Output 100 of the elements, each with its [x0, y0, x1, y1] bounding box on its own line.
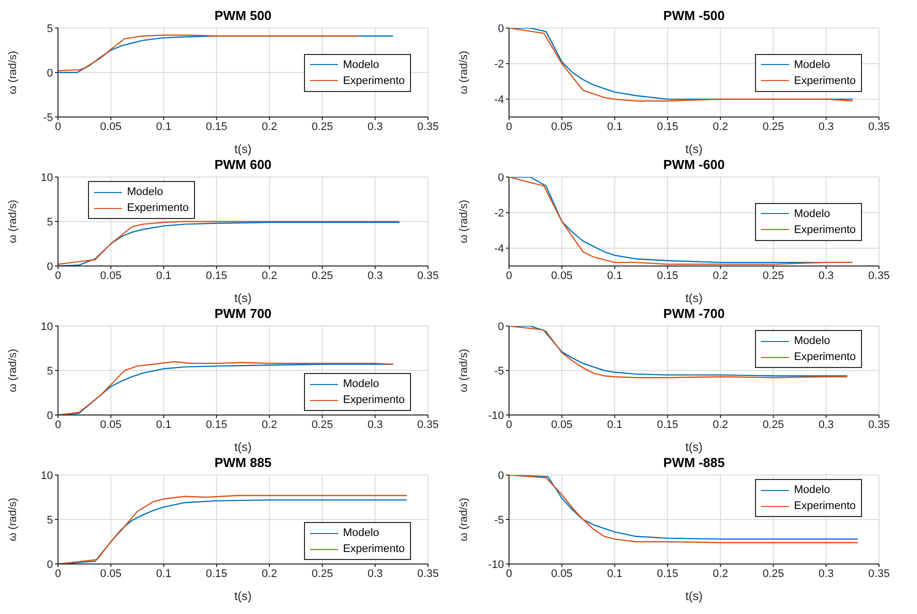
x-tick-label: 0.35 [417, 270, 439, 282]
y-tick-label: 0 [46, 410, 53, 422]
x-axis-title: t(s) [685, 291, 703, 305]
x-tick-label: 0.05 [100, 418, 122, 431]
x-tick-label: 0.05 [100, 120, 122, 133]
x-tick-label: 0.1 [156, 270, 172, 282]
x-axis-title: t(s) [234, 142, 252, 156]
legend-label: Modelo [343, 58, 380, 72]
x-tick-label: 0.2 [262, 120, 278, 133]
x-tick-label: 0.25 [762, 568, 784, 580]
y-tick-label: 5 [46, 365, 53, 378]
x-tick-label: 0.35 [417, 120, 439, 133]
x-tick-label: 0.3 [367, 418, 383, 431]
y-tick-label: 5 [46, 22, 53, 35]
x-tick-label: 0.3 [367, 568, 383, 580]
x-tick-label: 0.2 [262, 568, 278, 580]
x-tick-label: 0 [54, 568, 62, 580]
x-tick-label: 0.1 [607, 120, 622, 133]
y-tick-label: 0 [498, 320, 504, 333]
legend-label: Modelo [794, 334, 830, 349]
legend-label: Modelo [127, 185, 164, 200]
x-tick-label: 0.05 [551, 120, 573, 133]
x-tick-label: 0.15 [206, 418, 228, 431]
legend-label: Experimento [343, 74, 405, 88]
legend-label: Experimento [794, 350, 856, 365]
y-tick-label: -2 [494, 208, 504, 220]
x-tick-label: 0.35 [868, 120, 890, 133]
x-tick-label: 0 [506, 568, 512, 580]
y-tick-label: 10 [40, 470, 53, 482]
x-tick-label: 0 [506, 120, 512, 133]
x-tick-label: 0.25 [762, 418, 784, 431]
y-axis-title: ω (rad/s) [458, 200, 470, 244]
x-axis-title: t(s) [234, 440, 252, 454]
x-tick-label: 0.1 [607, 270, 622, 282]
legend-label: Experimento [343, 393, 405, 408]
legend-label: Experimento [794, 222, 856, 238]
chart-title: PWM 500 [213, 8, 273, 24]
y-tick-label: -4 [494, 243, 504, 256]
x-tick-label: 0.15 [656, 568, 678, 580]
y-tick-label: 0 [46, 260, 53, 273]
y-tick-label: 5 [46, 514, 53, 526]
y-axis-title: ω (rad/s) [6, 200, 19, 244]
x-tick-label: 0 [54, 418, 62, 431]
legend-label: Modelo [794, 206, 830, 222]
x-tick-label: 0.1 [156, 120, 172, 133]
x-tick-label: 0.25 [312, 418, 333, 431]
y-axis-title: ω (rad/s) [458, 498, 470, 542]
x-tick-label: 0.25 [762, 270, 784, 282]
chart-title: PWM -500 [662, 8, 726, 24]
x-tick-label: 0.15 [656, 418, 678, 431]
legend-label: Experimento [794, 499, 856, 514]
x-tick-label: 0.2 [262, 270, 278, 282]
x-tick-label: 0.25 [312, 568, 333, 580]
x-tick-label: 0.15 [206, 120, 228, 133]
x-tick-label: 0.2 [712, 418, 728, 431]
y-axis-title: ω (rad/s) [6, 348, 19, 392]
chart-title: PWM -885 [662, 455, 726, 471]
x-tick-label: 0.05 [100, 568, 122, 580]
y-tick-label: -5 [43, 112, 53, 124]
x-tick-label: 0.25 [312, 120, 333, 133]
chart-title: PWM 885 [213, 455, 273, 471]
x-tick-label: 0.2 [712, 120, 728, 133]
x-tick-label: 0 [506, 270, 512, 282]
x-axis-title: t(s) [685, 589, 703, 603]
legend-label: Experimento [343, 542, 405, 557]
y-tick-label: 0 [498, 172, 504, 184]
x-tick-label: 0.1 [156, 418, 172, 431]
x-tick-label: 0.25 [312, 270, 333, 282]
x-tick-label: 0.15 [206, 270, 228, 282]
x-tick-label: 0.35 [868, 418, 890, 431]
x-axis-title: t(s) [234, 589, 252, 603]
x-axis-title: t(s) [234, 291, 252, 305]
x-tick-label: 0.3 [367, 270, 383, 282]
chart-title: PWM -700 [662, 306, 726, 322]
x-tick-label: 0.15 [656, 270, 678, 282]
x-tick-label: 0.1 [156, 568, 172, 580]
x-tick-label: 0.1 [607, 418, 622, 431]
y-tick-label: -5 [494, 365, 504, 378]
y-tick-label: -2 [494, 58, 504, 71]
x-tick-label: 0.2 [262, 418, 278, 431]
y-axis-title: ω (rad/s) [458, 348, 470, 392]
y-axis-title: ω (rad/s) [6, 498, 19, 542]
x-tick-label: 0.3 [367, 120, 383, 133]
x-tick-label: 0.35 [868, 270, 890, 282]
x-tick-label: 0 [506, 418, 512, 431]
legend-label: Modelo [794, 483, 830, 498]
legend-label: Modelo [343, 377, 380, 392]
chart-title: PWM 600 [213, 157, 273, 173]
y-tick-label: 5 [46, 216, 53, 228]
legend-label: Modelo [343, 526, 380, 541]
legend-label: Modelo [794, 58, 830, 72]
x-tick-label: 0.05 [551, 270, 573, 282]
y-tick-label: -5 [494, 514, 504, 526]
chart-title: PWM -600 [662, 157, 726, 173]
x-tick-label: 0.35 [417, 418, 439, 431]
x-tick-label: 0 [54, 270, 62, 282]
legend-label: Experimento [127, 201, 189, 216]
x-axis-title: t(s) [685, 142, 703, 156]
x-tick-label: 0.15 [206, 568, 228, 580]
x-tick-label: 0.1 [607, 568, 622, 580]
